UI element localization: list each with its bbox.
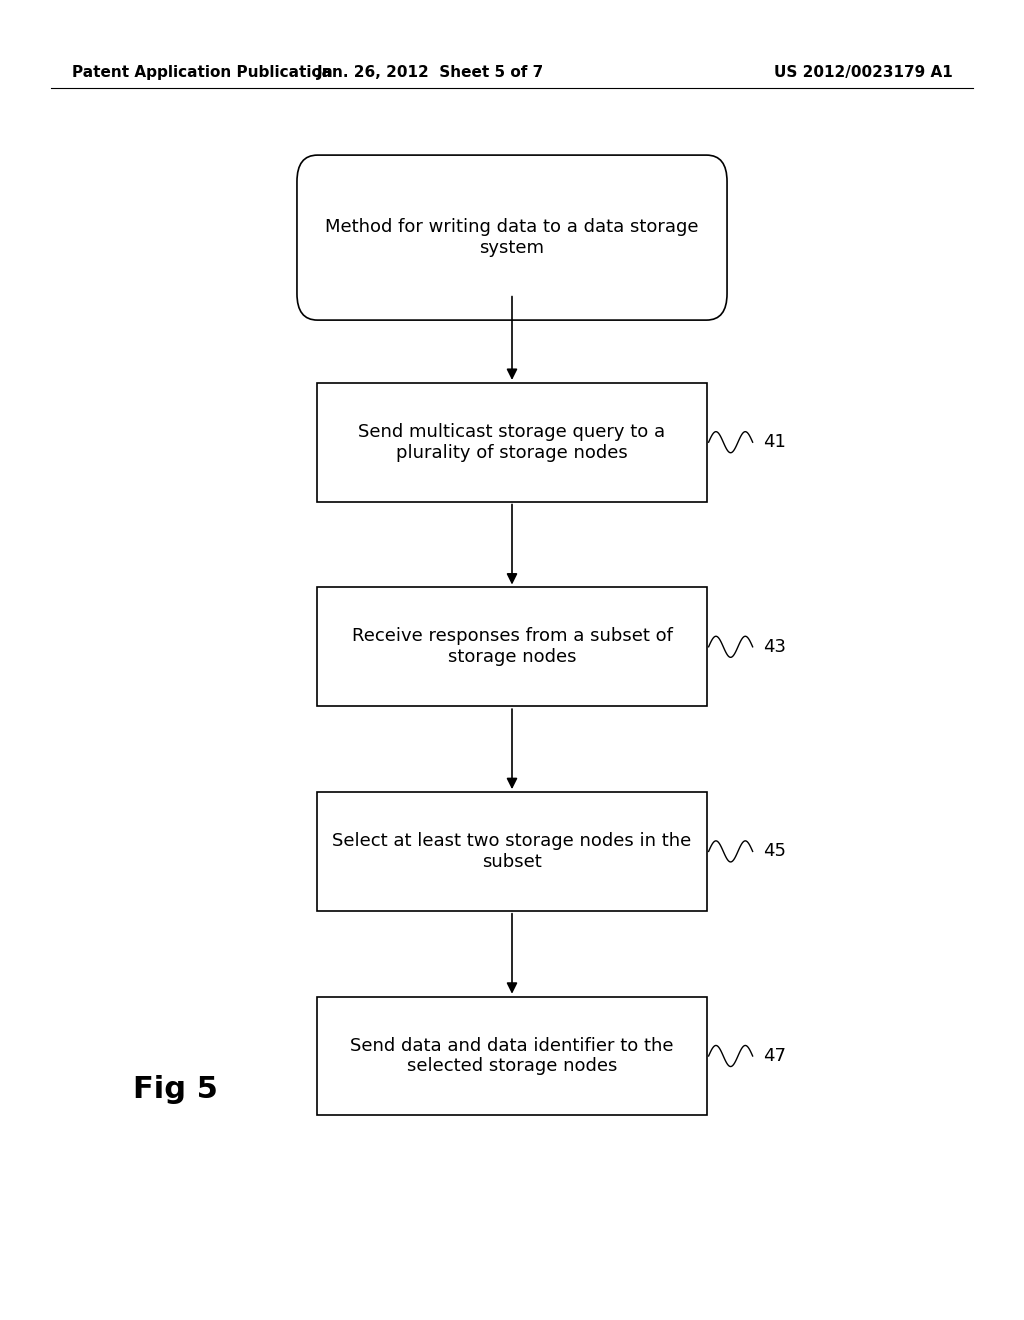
- FancyBboxPatch shape: [297, 156, 727, 321]
- Text: 47: 47: [763, 1047, 785, 1065]
- FancyBboxPatch shape: [317, 997, 707, 1115]
- Text: Send multicast storage query to a
plurality of storage nodes: Send multicast storage query to a plural…: [358, 422, 666, 462]
- Text: Method for writing data to a data storage
system: Method for writing data to a data storag…: [326, 218, 698, 257]
- Text: Receive responses from a subset of
storage nodes: Receive responses from a subset of stora…: [351, 627, 673, 667]
- Text: Select at least two storage nodes in the
subset: Select at least two storage nodes in the…: [333, 832, 691, 871]
- FancyBboxPatch shape: [317, 587, 707, 706]
- Text: US 2012/0023179 A1: US 2012/0023179 A1: [773, 65, 952, 81]
- FancyBboxPatch shape: [317, 383, 707, 502]
- FancyBboxPatch shape: [317, 792, 707, 911]
- Text: Fig 5: Fig 5: [133, 1074, 218, 1104]
- Text: 43: 43: [763, 638, 785, 656]
- Text: Patent Application Publication: Patent Application Publication: [72, 65, 333, 81]
- Text: Send data and data identifier to the
selected storage nodes: Send data and data identifier to the sel…: [350, 1036, 674, 1076]
- Text: 45: 45: [763, 842, 785, 861]
- Text: Jan. 26, 2012  Sheet 5 of 7: Jan. 26, 2012 Sheet 5 of 7: [316, 65, 544, 81]
- Text: 41: 41: [763, 433, 785, 451]
